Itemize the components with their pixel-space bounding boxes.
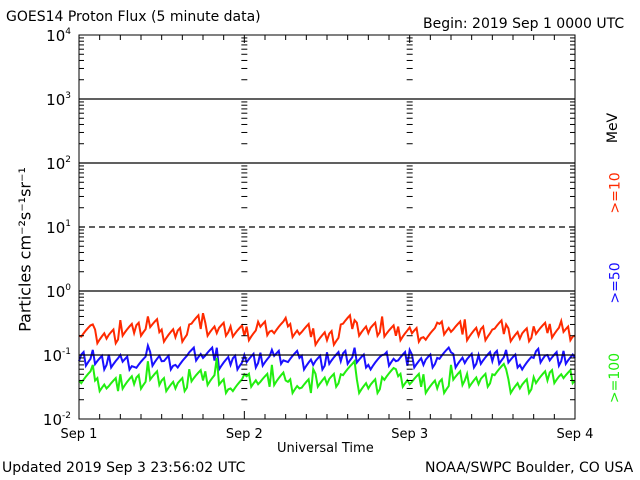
series-line-0: [78, 312, 576, 348]
x-tick-label: Sep 3: [391, 427, 428, 442]
y-tick-label: 10-1: [43, 347, 71, 365]
y-tick-label: 101: [46, 219, 71, 237]
y-tick-label: 100: [46, 283, 71, 301]
source-label: NOAA/SWPC Boulder, CO USA: [425, 460, 634, 476]
chart-title: GOES14 Proton Flux (5 minute data): [6, 9, 261, 25]
y-tick-label: 103: [46, 91, 71, 109]
x-tick-label: Sep 4: [557, 427, 594, 442]
begin-label: Begin: 2019 Sep 1 0000 UTC: [423, 16, 625, 32]
series-line-2: [78, 357, 576, 396]
y-tick-label: 102: [46, 155, 71, 173]
y-tick-label: 104: [46, 27, 71, 45]
x-tick-label: Sep 1: [61, 427, 98, 442]
updated-timestamp: Updated 2019 Sep 3 23:56:02 UTC: [2, 460, 246, 476]
y-tick-label: 10-2: [43, 411, 71, 429]
x-tick-label: Sep 2: [226, 427, 263, 442]
x-axis-label: Universal Time: [277, 441, 374, 456]
series-line-1: [78, 341, 576, 373]
